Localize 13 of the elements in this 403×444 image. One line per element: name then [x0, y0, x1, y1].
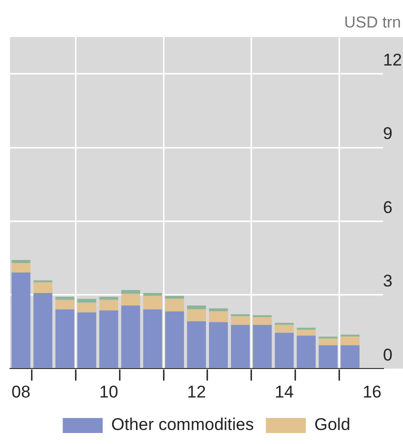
x-tick-label: 14 [274, 382, 294, 402]
legend-label: Gold [314, 415, 350, 434]
x-tick-label: 10 [99, 382, 118, 402]
y-tick-label: 6 [383, 198, 392, 217]
x-tick-label: 08 [12, 382, 30, 402]
legend-label: Other commodities [111, 415, 254, 434]
y-tick-label: 12 [383, 50, 402, 70]
y-tick-label: 3 [383, 272, 392, 291]
x-tick-label: 12 [187, 382, 206, 402]
y-tick-label: 9 [383, 124, 392, 144]
x-tick-label: 16 [362, 382, 382, 402]
y-axis-title: USD trn [344, 14, 401, 32]
y-tick-label: 0 [383, 345, 392, 364]
